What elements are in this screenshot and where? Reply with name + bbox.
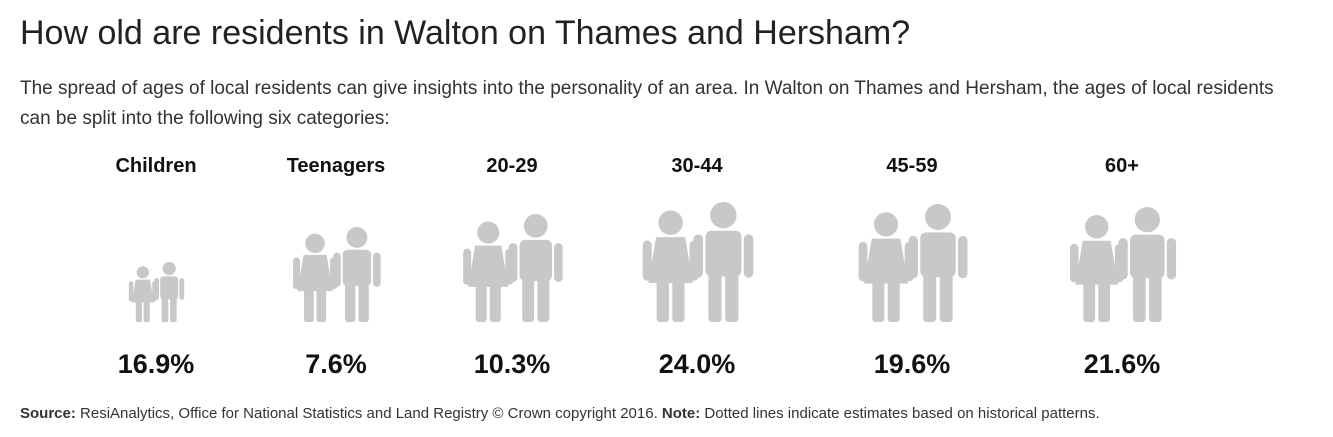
leg [1098,277,1111,322]
group-label: Children [115,155,196,177]
head [477,221,500,244]
head [346,227,368,248]
leg [656,275,669,322]
leg [489,279,501,322]
note-text: Dotted lines indicate estimates based on… [704,405,1100,422]
arm [908,235,918,279]
head [710,202,737,229]
leg [475,279,487,322]
source-label: Source: [20,405,76,422]
group-label: 30-44 [671,155,723,177]
head [136,266,149,279]
note-label: Note: [661,405,701,422]
torso [160,276,179,300]
arm [743,234,754,278]
leg [672,275,685,322]
leg [923,272,937,322]
leg [1132,273,1146,322]
leg [143,298,150,322]
dress [648,237,693,283]
arm [693,234,703,278]
leg [887,275,900,322]
leg [358,282,369,322]
leg [725,271,739,322]
dress [297,254,333,292]
group-value: 16.9% [118,349,195,379]
people-icon [1069,207,1177,322]
leg [522,276,535,322]
group-label: 20-29 [486,155,537,177]
leg [872,275,885,322]
people-icon [642,202,754,322]
people-icon [858,204,968,322]
people-icon [128,262,185,322]
arm [508,243,518,283]
head [523,214,548,238]
dress [864,238,908,284]
group-value: 24.0% [659,349,736,379]
footer: Source: ResiAnalytics, Office for Nation… [20,405,1100,422]
dress [131,279,154,303]
source-text: ResiAnalytics, Office for National Stati… [80,405,658,422]
arm [858,241,868,282]
leg [939,272,953,322]
group-value: 7.6% [305,349,367,379]
leg [537,276,550,322]
arm [128,281,134,302]
leg [170,296,177,322]
people-icon [293,227,381,322]
dress [468,245,509,287]
arm [958,235,968,279]
head [873,212,899,237]
head [1084,215,1109,239]
torso [705,230,742,277]
arm [554,243,563,283]
people-icon [463,214,563,322]
title: How old are residents in Walton on Thame… [20,14,911,52]
leg [304,284,314,322]
leg [316,284,327,322]
arm [333,252,341,287]
group-label: 60+ [1105,155,1139,177]
group-label: 45-59 [886,155,937,177]
group-value: 10.3% [474,349,551,379]
torso [920,232,956,278]
description: The spread of ages of local residents ca… [20,78,1274,129]
leg [345,282,356,322]
head [305,233,325,254]
leg [1149,273,1162,322]
group-value: 19.6% [874,349,951,379]
arm [293,257,301,290]
infographic: Children 16.9% Teenagers 7.6% 20-29 10.3% 30-4… [115,155,1177,379]
torso [342,249,372,286]
arm [642,240,652,281]
arm [154,278,159,300]
head [162,262,176,276]
leg [135,298,142,322]
group-label: Teenagers [287,155,386,177]
arm [373,252,381,287]
arm [1069,243,1079,283]
arm [1166,238,1177,280]
leg [708,271,722,322]
leg [161,296,169,322]
arm [1118,238,1128,280]
head [1134,207,1160,233]
arm [179,278,185,300]
head [924,204,951,230]
torso [1130,234,1165,279]
leg [1083,277,1096,322]
dress [1075,240,1119,285]
head [658,210,683,235]
arm [463,248,472,285]
group-value: 21.6% [1084,349,1161,379]
torso [519,239,552,281]
